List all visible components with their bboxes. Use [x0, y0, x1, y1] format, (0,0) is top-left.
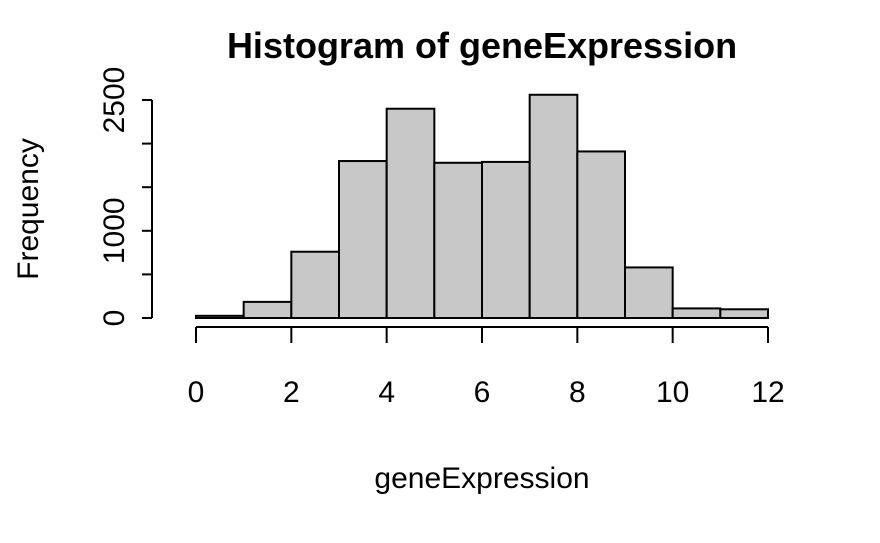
histogram-bar: [576, 150, 626, 319]
x-tick-label: 12: [751, 376, 784, 409]
x-tick-label: 10: [656, 376, 689, 409]
x-tick-label: 6: [474, 376, 491, 409]
histogram-bar: [338, 160, 388, 319]
x-tick-label: 4: [378, 376, 395, 409]
x-axis: 0 2 4 6 8 10 12: [188, 326, 785, 409]
histogram-bar: [624, 266, 674, 320]
histogram-bar: [195, 314, 245, 320]
x-tick-label: 2: [283, 376, 300, 409]
histogram-bar: [433, 161, 484, 319]
x-tick-label: 0: [188, 376, 205, 409]
x-tick-label: 8: [569, 376, 586, 409]
y-axis: 0 1000 2500: [98, 67, 153, 327]
histogram-bar: [242, 300, 293, 320]
y-tick-label: 1000: [98, 197, 131, 264]
x-axis-label: geneExpression: [374, 462, 589, 495]
y-axis-label: Frequency: [12, 138, 45, 280]
histogram-bar: [385, 107, 436, 319]
y-tick-label: 2500: [98, 67, 131, 134]
bars-group: [195, 93, 769, 320]
histogram-bar: [671, 307, 722, 319]
histogram-bar: [481, 160, 531, 319]
histogram-bar: [719, 308, 769, 319]
histogram-bar: [528, 93, 579, 319]
chart-title: Histogram of geneExpression: [227, 25, 737, 66]
y-tick-label: 0: [98, 310, 131, 327]
histogram-bar: [290, 250, 341, 319]
